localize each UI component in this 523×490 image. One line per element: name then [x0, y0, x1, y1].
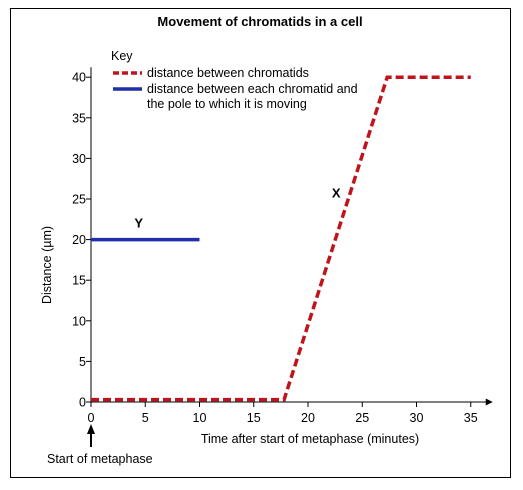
- chart-title: Movement of chromatids in a cell: [157, 14, 362, 29]
- x-tick-label: 35: [464, 411, 478, 425]
- y-tick-label: 10: [72, 314, 86, 328]
- axes: 0 5 10 15 20 25 30 35 0 5 10 15 20 25 30 35 40: [72, 67, 493, 425]
- series-label-x: X: [332, 185, 341, 200]
- x-tick-label: 30: [410, 411, 424, 425]
- start-annotation: Start of metaphase: [47, 452, 153, 466]
- key-title: Key: [111, 49, 133, 63]
- y-tick-label: 30: [72, 152, 86, 166]
- start-arrow-head-icon: [87, 424, 95, 434]
- y-tick-label: 0: [79, 396, 86, 410]
- y-tick-label: 25: [72, 193, 86, 207]
- key-label-y-line2: the pole to which it is moving: [147, 97, 307, 111]
- x-tick-label: 0: [88, 411, 95, 425]
- y-tick-label: 5: [79, 355, 86, 369]
- series-line-x: [91, 75, 471, 402]
- y-tick-label: 35: [72, 111, 86, 125]
- x-tick-label: 20: [301, 411, 315, 425]
- x-axis-arrow-icon: [485, 398, 493, 406]
- y-tick-label: 40: [72, 71, 86, 85]
- x-tick-label: 5: [142, 411, 149, 425]
- key-label-x: distance between chromatids: [147, 66, 309, 80]
- series-group: XY: [91, 75, 471, 402]
- y-tick-label: 20: [72, 233, 86, 247]
- x-axis-label: Time after start of metaphase (minutes): [201, 432, 419, 446]
- x-tick-label: 25: [355, 411, 369, 425]
- x-tick-label: 15: [247, 411, 261, 425]
- y-tick-label: 15: [72, 274, 86, 288]
- x-tick-label: 10: [193, 411, 207, 425]
- series-label-y: Y: [134, 215, 143, 230]
- y-axis-label: Distance (µm): [40, 226, 54, 304]
- chart-frame: [10, 8, 511, 478]
- key-label-y-line1: distance between each chromatid and: [147, 82, 358, 96]
